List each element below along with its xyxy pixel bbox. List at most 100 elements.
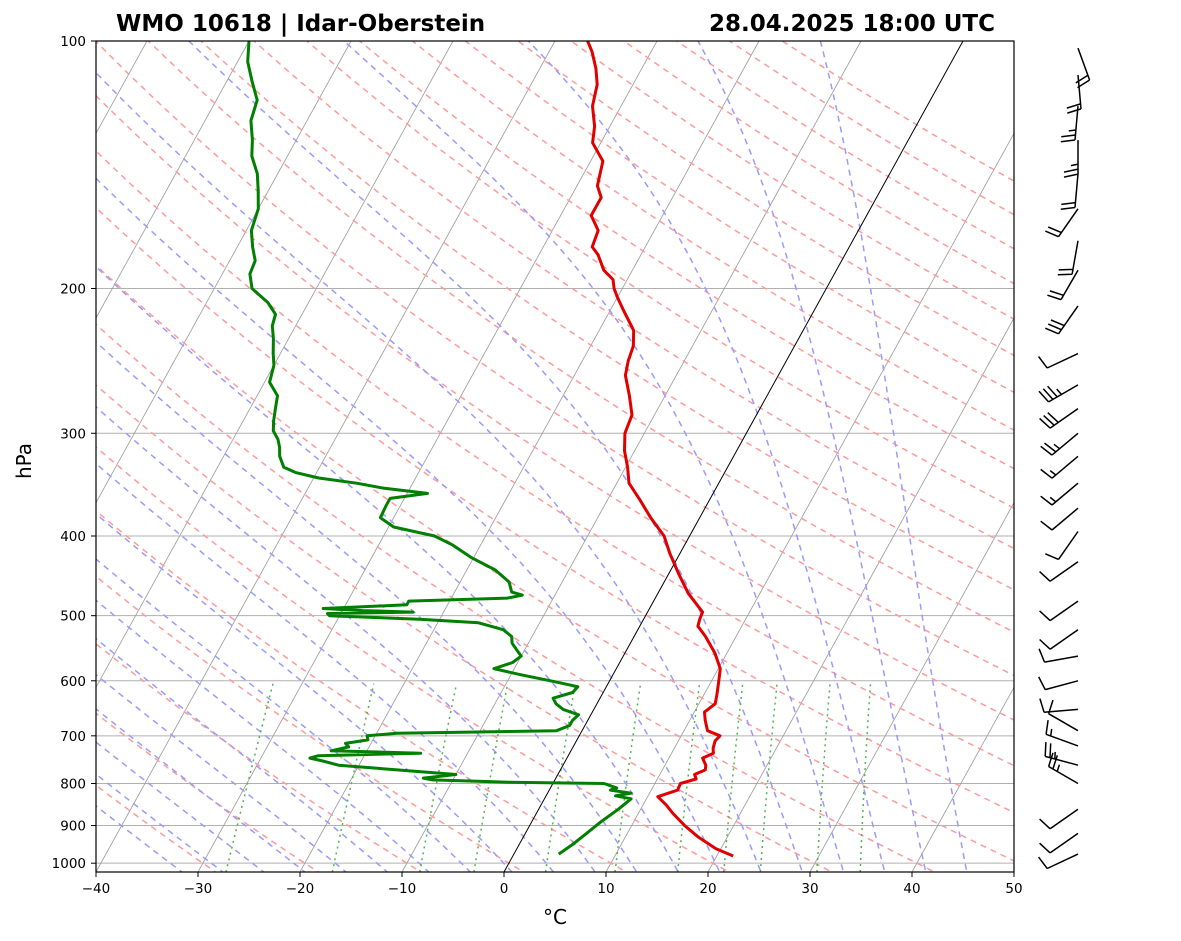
- mixing-ratio-line: [676, 683, 701, 872]
- dewpoint-profile-line: [246, 41, 633, 856]
- isotherm: [605, 132, 1014, 872]
- wind-barbs: [1038, 47, 1091, 870]
- moist-adiabat: [96, 265, 680, 872]
- dry-adiabat: [306, 41, 1014, 509]
- isotherm: [197, 41, 658, 872]
- dry-adiabat: [96, 575, 526, 872]
- moist-adiabat: [343, 41, 845, 872]
- wind-barb: [1039, 808, 1079, 830]
- isotherm: [96, 41, 250, 319]
- wind-barb: [1040, 482, 1079, 506]
- moist-adiabat: [96, 177, 721, 872]
- isotherm: [96, 41, 556, 872]
- x-tick-label: 30: [801, 881, 818, 897]
- mixing-ratio-line: [473, 683, 509, 872]
- plot-area: [96, 41, 1014, 872]
- wind-barb: [1075, 47, 1091, 89]
- isotherm: [299, 41, 760, 872]
- y-axis-title: hPa: [12, 443, 36, 479]
- y-tick-label: 100: [60, 34, 86, 50]
- dry-adiabat: [96, 642, 423, 872]
- wind-barb: [1039, 698, 1079, 714]
- wind-barb: [1039, 832, 1079, 854]
- isotherm: [1116, 41, 1181, 872]
- dry-adiabat: [96, 384, 834, 872]
- wind-barb: [1047, 699, 1079, 732]
- y-axis: 100 200 300 400 500 600 700 800 900 1000: [52, 34, 96, 872]
- y-tick-label: 800: [60, 777, 86, 793]
- zero-degree-isotherm: [503, 41, 964, 872]
- x-tick-label: −20: [286, 881, 315, 897]
- isotherm: [707, 317, 1014, 872]
- dry-adiabat: [96, 206, 1014, 814]
- wind-barb: [1045, 305, 1079, 335]
- y-tick-label: 200: [60, 282, 86, 298]
- wind-barb: [1045, 531, 1079, 561]
- dry-adiabat: [200, 41, 1014, 591]
- mixing-ratio-line: [225, 683, 274, 872]
- wind-barb: [1060, 106, 1079, 143]
- x-tick-label: 40: [903, 881, 920, 897]
- isotherm: [401, 41, 862, 872]
- mixing-ratio-line: [331, 683, 375, 872]
- plot-frame: [95, 40, 1015, 873]
- dry-adiabat: [96, 264, 1014, 862]
- chart-title-station: WMO 10618 | Idar-Oberstein: [116, 11, 485, 37]
- isotherm: [911, 686, 1014, 872]
- moist-adiabat: [96, 673, 348, 872]
- x-tick-label: 20: [699, 881, 716, 897]
- profile-lines: [246, 41, 734, 858]
- isotherm: [96, 41, 352, 504]
- x-tick-label: −30: [184, 881, 213, 897]
- wind-barb: [1057, 240, 1079, 276]
- chart-title-datetime: 28.04.2025 18:00 UTC: [709, 11, 995, 37]
- moist-adiabat: [96, 71, 762, 872]
- dry-adiabat: [96, 41, 1014, 677]
- dry-adiabat: [96, 323, 937, 872]
- wind-barb: [1038, 384, 1079, 403]
- wind-barb: [1040, 432, 1079, 456]
- isotherm: [1013, 871, 1014, 872]
- mixing-ratio-line: [816, 683, 831, 872]
- wind-barb: [1039, 407, 1079, 429]
- wind-barb: [1039, 600, 1079, 622]
- y-tick-label: 500: [60, 609, 86, 625]
- mixing-ratio-line: [859, 683, 872, 872]
- wind-barb: [1038, 648, 1079, 663]
- wind-barb: [1047, 269, 1079, 301]
- moist-adiabat: [819, 41, 968, 872]
- wind-barb: [1060, 173, 1079, 211]
- isotherm: [96, 41, 454, 689]
- mixing-ratio-line: [723, 683, 744, 872]
- moist-adiabat: [697, 41, 927, 872]
- moist-adiabat: [96, 512, 513, 872]
- y-tick-label: 600: [60, 674, 86, 690]
- mixing-ratio-line: [759, 683, 778, 872]
- mixing-ratio-line: [614, 683, 642, 872]
- wind-barb: [1047, 752, 1079, 785]
- x-tick-label: −40: [82, 881, 111, 897]
- moist-adiabat: [96, 637, 389, 872]
- moist-adiabat: [527, 41, 886, 872]
- mixing-ratio-line: [544, 683, 576, 872]
- x-axis-title: °C: [543, 905, 567, 929]
- wind-barb: [1038, 352, 1079, 369]
- temperature-profile-line: [586, 41, 734, 858]
- dry-adiabat: [253, 41, 1014, 550]
- isotherm: [809, 501, 1014, 872]
- x-tick-label: 50: [1005, 881, 1022, 897]
- x-tick-label: 0: [500, 881, 509, 897]
- wind-barb: [1045, 208, 1079, 238]
- wind-barb: [1039, 629, 1079, 650]
- y-tick-label: 700: [60, 729, 86, 745]
- dry-adiabat: [96, 784, 217, 872]
- wind-barb: [1045, 719, 1079, 747]
- moist-adiabat: [188, 41, 804, 872]
- dry-adiabat: [96, 149, 1014, 767]
- dry-adiabat: [96, 446, 731, 872]
- y-tick-label: 900: [60, 819, 86, 835]
- wind-barb: [1063, 140, 1079, 178]
- wind-barb: [1038, 853, 1079, 870]
- x-tick-label: 10: [597, 881, 614, 897]
